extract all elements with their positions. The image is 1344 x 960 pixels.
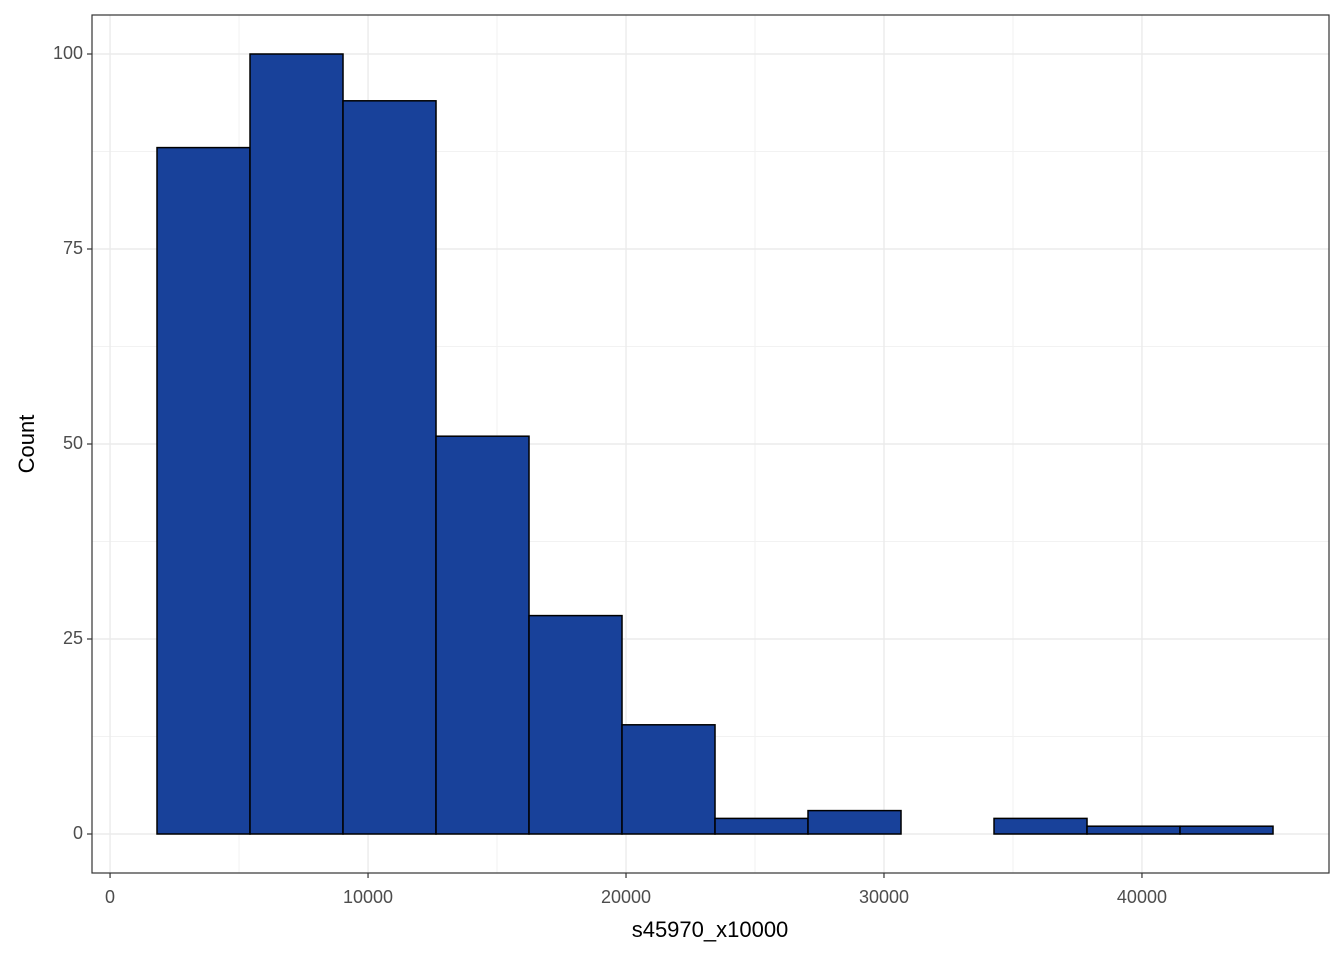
y-axis-title: Count: [14, 415, 39, 474]
bar: [342, 100, 437, 835]
bar: [807, 809, 902, 835]
bar: [435, 435, 530, 835]
y-tick-label: 50: [63, 433, 83, 453]
x-tick-label: 40000: [1117, 887, 1167, 907]
x-tick-label: 30000: [859, 887, 909, 907]
x-tick-label: 10000: [343, 887, 393, 907]
bar: [249, 53, 344, 835]
x-tick-label: 20000: [601, 887, 651, 907]
bars: [156, 53, 1274, 835]
y-tick-label: 100: [53, 43, 83, 63]
bar: [1179, 825, 1274, 835]
x-tick-label: 0: [105, 887, 115, 907]
bar: [714, 817, 809, 835]
bar: [993, 817, 1088, 835]
bar: [621, 724, 716, 835]
y-tick-label: 0: [73, 823, 83, 843]
bar: [156, 146, 251, 835]
bar: [528, 614, 623, 835]
y-tick-label: 25: [63, 628, 83, 648]
bar: [1086, 825, 1181, 835]
x-axis-title: s45970_x10000: [632, 917, 789, 942]
y-tick-label: 75: [63, 238, 83, 258]
